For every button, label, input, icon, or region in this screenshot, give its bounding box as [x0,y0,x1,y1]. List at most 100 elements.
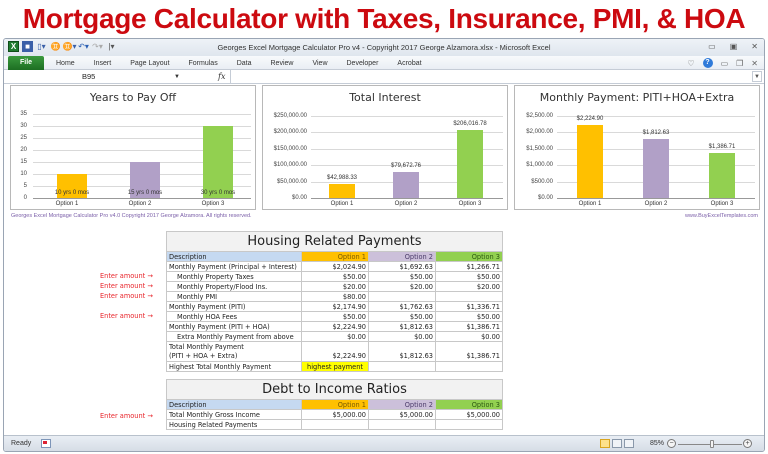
name-box[interactable]: B95 [82,72,96,81]
zoom-slider-thumb[interactable] [710,440,714,448]
input-cell[interactable]: $50.00 [435,311,503,322]
cell[interactable] [435,361,503,372]
input-cell[interactable]: $50.00 [435,271,503,282]
name-box-dropdown-icon[interactable]: ▼ [174,74,180,80]
cell[interactable] [368,361,436,372]
input-cell[interactable]: $20.00 [368,281,436,292]
row-label[interactable]: Housing Related Payments [166,419,302,430]
input-cell[interactable]: $50.00 [368,271,436,282]
workbook-close-icon[interactable]: ✕ [751,58,758,68]
customize-icon[interactable]: |▾ [108,42,115,51]
input-cell[interactable]: $20.00 [435,281,503,292]
zoom-in-icon[interactable]: + [743,439,752,448]
bar-option-1[interactable] [577,125,603,198]
row-label[interactable]: Total Monthly Payment [166,341,302,352]
input-cell[interactable]: $80.00 [301,291,369,302]
tab-acrobat[interactable]: Acrobat [397,59,422,67]
website-link[interactable]: www.BuyExcelTemplates.com [684,213,758,219]
save-icon[interactable]: ■ [22,41,33,52]
new-icon[interactable]: ▯▾ [37,42,46,51]
input-cell[interactable]: $50.00 [368,311,436,322]
row-label[interactable]: Monthly Payment (Principal + Interest) [166,261,302,272]
macro-record-icon[interactable] [41,439,51,448]
bar-option-2[interactable] [643,139,669,198]
bar-option-1[interactable] [57,174,87,198]
bar-option-2[interactable] [393,172,419,198]
cell[interactable] [301,419,369,430]
normal-view-icon[interactable] [600,439,610,448]
input-cell[interactable]: $50.00 [301,311,369,322]
row-label[interactable]: Monthly Payment (PITI + HOA) [166,321,302,332]
row-label[interactable]: Extra Monthly Payment from above [166,331,302,342]
expand-formula-bar-icon[interactable]: ▼ [752,71,762,82]
cell[interactable]: $1,812.63 [368,321,436,332]
tab-home[interactable]: Home [56,59,75,67]
row-label[interactable]: Monthly Property Taxes [166,271,302,282]
cell[interactable]: $1,692.63 [368,261,436,272]
tab-page-layout[interactable]: Page Layout [130,59,170,67]
tab-review[interactable]: Review [270,59,294,67]
cell[interactable]: $2,224.90 [301,351,369,362]
tab-view[interactable]: View [312,59,328,67]
bar-option-3[interactable] [457,130,483,198]
tab-formulas[interactable]: Formulas [188,59,218,67]
row-label[interactable]: Highest Total Monthly Payment [166,361,302,372]
insert-function-icon[interactable]: fx [218,72,226,81]
zoom-out-icon[interactable]: − [667,439,676,448]
tab-data[interactable]: Data [236,59,252,67]
input-cell[interactable]: $5,000.00 [301,409,369,420]
cell[interactable]: $0.00 [435,331,503,342]
page-break-view-icon[interactable] [624,439,634,448]
input-cell[interactable]: $5,000.00 [435,409,503,420]
bar-option-3[interactable] [709,153,735,198]
help-icon[interactable]: ? [702,58,713,68]
cell[interactable]: $1,812.63 [368,351,436,362]
row-label[interactable]: Monthly Payment (PITI) [166,301,302,312]
find-replace-icon[interactable]: ♊▾ [62,42,77,51]
excel-icon[interactable]: X [8,41,19,52]
workbook-restore-icon[interactable]: ❐ [736,58,744,68]
cell[interactable] [368,419,436,430]
chart-years-to-pay-off[interactable]: Years to Pay Off 10 yrs 0 mos 15 yrs 0 m… [10,85,256,210]
input-cell[interactable] [368,291,436,302]
row-label[interactable]: Monthly Property/Flood Ins. [166,281,302,292]
input-cell[interactable]: $5,000.00 [368,409,436,420]
row-label[interactable]: Monthly HOA Fees [166,311,302,322]
highest-payment-badge[interactable]: highest payment [301,361,369,372]
input-cell[interactable]: $50.00 [301,271,369,282]
input-cell[interactable] [435,291,503,302]
undo-icon[interactable]: ↶▾ [78,42,89,51]
cell[interactable]: $1,386.71 [435,351,503,362]
zoom-level[interactable]: 85% [649,440,664,447]
restore-icon[interactable]: ▣ [729,42,738,51]
tab-file[interactable]: File [8,56,44,70]
bar-option-3[interactable] [203,126,233,198]
cell[interactable]: $1,266.71 [435,261,503,272]
row-label[interactable]: Monthly PMI [166,291,302,302]
cell[interactable]: $0.00 [301,331,369,342]
input-cell[interactable]: $20.00 [301,281,369,292]
redo-icon[interactable]: ↷▾ [92,42,103,51]
close-icon[interactable]: ✕ [751,42,758,51]
row-label[interactable]: Total Monthly Gross Income [166,409,302,420]
cell[interactable]: $1,386.71 [435,321,503,332]
workbook-minimize-icon[interactable]: ▭ [720,58,729,68]
cell[interactable]: $0.00 [368,331,436,342]
page-layout-view-icon[interactable] [612,439,622,448]
worksheet[interactable]: Years to Pay Off 10 yrs 0 mos 15 yrs 0 m… [4,85,764,437]
bar-option-2[interactable] [130,162,160,198]
chart-monthly-payment[interactable]: Monthly Payment: PITI+HOA+Extra $2,224.9… [514,85,760,210]
tab-insert[interactable]: Insert [93,59,112,67]
cell[interactable] [435,419,503,430]
cell[interactable]: $1,762.63 [368,301,436,312]
bar-option-1[interactable] [329,184,355,198]
minimize-ribbon-icon[interactable]: ♡ [687,58,695,68]
tab-developer[interactable]: Developer [346,59,379,67]
cell[interactable]: $2,224.90 [301,321,369,332]
minimize-icon[interactable]: ▭ [708,42,716,51]
cell[interactable]: $2,024.90 [301,261,369,272]
cell[interactable]: $2,174.90 [301,301,369,312]
find-icon[interactable]: ♊ [50,42,61,51]
chart-total-interest[interactable]: Total Interest $42,988.33 $79,672.76 $20… [262,85,508,210]
cell[interactable]: $1,336.71 [435,301,503,312]
